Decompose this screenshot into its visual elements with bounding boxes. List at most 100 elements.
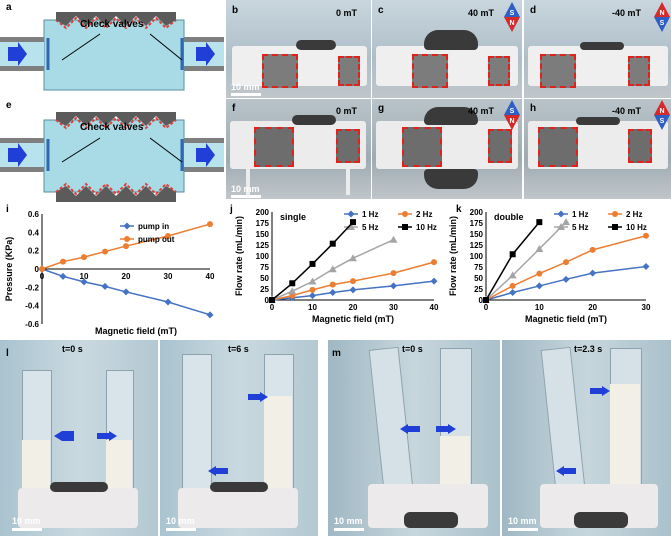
data-point-j-2: [308, 277, 317, 285]
data-point-j-1: [390, 270, 397, 277]
legend-marker-i-1: [124, 236, 130, 242]
scale-bar-f: [231, 195, 261, 198]
magnet-s-label-c: S: [510, 10, 515, 17]
y-tick-label-k: 75: [474, 263, 483, 272]
y-tick-label-k: 100: [470, 252, 484, 261]
photo-panel-h: [524, 99, 671, 199]
magnet-n-label-h: N: [659, 108, 664, 115]
legend-marker-j-1: [402, 211, 408, 217]
field-label-b: 0 mT: [336, 8, 358, 18]
y-tick-label-i: 0.6: [28, 210, 40, 219]
arrow-icon-l2a: [248, 392, 268, 402]
scale-text-f: 10 mm: [231, 184, 260, 194]
data-point-i-1: [165, 233, 171, 239]
data-point-j-3: [289, 280, 296, 287]
x-tick-label-i: 20: [122, 272, 131, 281]
x-tick-label-i: 40: [206, 272, 215, 281]
y-tick-label-i: 0: [35, 265, 40, 274]
pump-diagram-a: [0, 12, 224, 91]
data-point-j-1: [309, 286, 316, 293]
data-point-k-0: [642, 263, 650, 271]
data-point-i-1: [81, 254, 87, 261]
panel-label-b: b: [232, 5, 239, 16]
photo-panel-g: [372, 99, 522, 199]
legend-marker-k-0: [557, 210, 565, 218]
x-tick-label-i: 10: [80, 272, 89, 281]
photo-panel-f: [226, 99, 371, 199]
data-point-j-0: [430, 277, 438, 285]
y-tick-label-j: 75: [260, 263, 269, 272]
x-axis-label-k: Magnetic field (mT): [525, 314, 607, 324]
photo-panel-l1: [0, 340, 158, 536]
data-point-i-1: [39, 266, 45, 272]
magnet-icon-d: N S: [654, 2, 670, 32]
legend-marker-j-0: [347, 210, 355, 218]
x-tick-label-j: 0: [270, 303, 275, 312]
data-point-i-1: [123, 243, 129, 250]
panel-label-e: e: [6, 100, 12, 111]
data-point-j-1: [329, 281, 336, 288]
data-point-j-2: [288, 287, 297, 295]
check-valves-label-e: Check valves: [80, 122, 144, 133]
photo-panel-d: [524, 0, 671, 98]
data-point-i-1: [60, 258, 66, 265]
y-tick-label-j: 200: [256, 208, 270, 217]
x-tick-label-j: 20: [349, 303, 358, 312]
scale-bar-m1: [334, 528, 364, 531]
chart-i: -0.6-0.4-0.200.20.40.60 10 20 30 40Pressure …: [4, 210, 215, 336]
data-point-i-0: [59, 272, 67, 280]
data-point-j-2: [349, 254, 357, 262]
x-tick-label-j: 40: [430, 303, 439, 312]
arrow-icon-m1b: [436, 424, 456, 434]
y-tick-label-j: 50: [260, 274, 269, 283]
x-tick-label-j: 30: [389, 303, 398, 312]
legend-label-k-0: 1 Hz: [572, 210, 588, 219]
legend-marker-k-3: [612, 224, 618, 230]
magnet-icon-h: N S: [654, 100, 670, 130]
arrow-icon-l1b: [97, 431, 117, 441]
x-tick-label-k: 10: [535, 303, 544, 312]
time-label-l1: t=0 s: [62, 344, 83, 354]
y-tick-label-k: 25: [474, 285, 483, 294]
magnet-s-label-d: S: [660, 20, 665, 27]
time-label-m2: t=2.3 s: [574, 344, 603, 354]
panel-label-a: a: [6, 2, 12, 13]
legend-label-j-0: 1 Hz: [362, 210, 378, 219]
y-tick-label-j: 25: [260, 285, 269, 294]
x-axis-label-i: Magnetic field (mT): [95, 326, 177, 336]
magnet-icon-c: S N: [504, 2, 520, 32]
y-tick-label-k: 150: [470, 230, 484, 239]
data-point-j-3: [329, 240, 336, 247]
scale-bar-l1: [12, 528, 42, 531]
legend-label-k-1: 2 Hz: [626, 210, 642, 219]
arrow-icon-m2a: [590, 386, 610, 396]
y-axis-label-i: Pressure (KPa): [4, 237, 14, 302]
magnet-n-label-d: N: [659, 10, 664, 17]
field-label-d: -40 mT: [612, 8, 642, 18]
y-tick-label-i: -0.2: [25, 283, 39, 292]
photo-panel-c: [372, 0, 522, 98]
data-point-i-1: [207, 221, 213, 228]
data-point-k-0: [589, 269, 597, 277]
y-tick-label-i: -0.6: [25, 320, 39, 329]
magnet-s-label-h: S: [660, 118, 665, 125]
legend-marker-j-2: [347, 223, 355, 230]
arrow-icon-m1a: [400, 424, 420, 434]
scale-bar-l2: [166, 528, 196, 531]
magnet-n-label-g: N: [509, 118, 514, 125]
photo-panel-l2: [160, 340, 318, 536]
data-point-j-2: [328, 265, 337, 273]
legend-label-j-3: 10 Hz: [416, 223, 437, 232]
series-line-j-2: [271, 239, 394, 301]
data-point-k-1: [509, 282, 516, 289]
y-tick-label-j: 150: [256, 230, 270, 239]
arrow-icon-m2b: [556, 466, 576, 476]
data-point-k-2: [508, 271, 517, 279]
panel-label-d: d: [530, 5, 537, 16]
annotation-j: single: [280, 212, 306, 222]
field-label-c: 40 mT: [468, 8, 495, 18]
legend-label-j-2: 5 Hz: [362, 223, 378, 232]
panel-label-l: l: [6, 348, 9, 359]
field-label-h: -40 mT: [612, 106, 642, 116]
magnet-s-label-g: S: [510, 108, 515, 115]
